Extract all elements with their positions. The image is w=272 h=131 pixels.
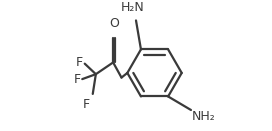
Text: O: O — [109, 17, 119, 30]
Text: F: F — [76, 56, 83, 69]
Text: F: F — [83, 98, 90, 111]
Text: H₂N: H₂N — [121, 1, 145, 14]
Text: NH₂: NH₂ — [192, 110, 216, 123]
Text: F: F — [74, 73, 81, 86]
